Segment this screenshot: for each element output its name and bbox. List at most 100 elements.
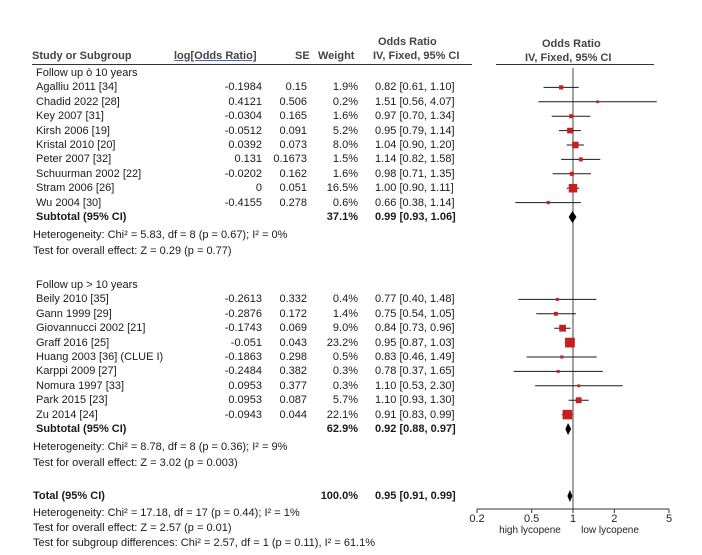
- study-weight: 5.2%: [332, 124, 358, 137]
- subtotal-weight: 62.9%: [326, 423, 358, 435]
- study-log-or: 0: [255, 182, 262, 195]
- se-column-header: SE: [295, 50, 310, 62]
- study-name: Beily 2010 [35]: [36, 293, 109, 306]
- study-log-or: -0.2484: [224, 365, 262, 378]
- study-se: 0.043: [279, 336, 307, 349]
- study-name: Karppi 2009 [27]: [36, 365, 117, 378]
- favours-right-label: low lycopene: [581, 525, 639, 536]
- study-name: Key 2007 [31]: [36, 110, 104, 123]
- study-name: Gann 1999 [29]: [36, 307, 112, 320]
- study-log-or: 0.0392: [228, 139, 262, 151]
- study-point: [565, 337, 575, 348]
- study-name: Kirsh 2006 [19]: [36, 124, 110, 137]
- study-point: [578, 157, 583, 162]
- study-name: Peter 2007 [32]: [36, 153, 112, 166]
- heterogeneity-stat: Heterogeneity: Chi² = 5.83, df = 8 (p = …: [33, 229, 288, 242]
- x-tick-label: 5: [666, 513, 672, 525]
- study-weight: 1.4%: [332, 307, 358, 320]
- study-se: 0.1673: [273, 153, 307, 166]
- study-log-or: -0.0304: [224, 110, 262, 123]
- study-log-or: -0.051: [230, 336, 262, 349]
- study-weight: 9.0%: [332, 322, 358, 335]
- study-weight: 0.6%: [332, 196, 358, 209]
- study-point: [556, 369, 560, 373]
- subtotal-diamond: [565, 423, 572, 435]
- study-name: Kristal 2010 [20]: [36, 139, 116, 151]
- study-se: 0.332: [279, 293, 307, 306]
- study-ci: 1.00 [0.90, 1.11]: [375, 182, 454, 195]
- study-point: [559, 324, 567, 332]
- study-weight: 8.0%: [332, 139, 358, 151]
- study-name: Agalliu 2011 [34]: [36, 81, 118, 94]
- weight-column-header: Weight: [318, 50, 355, 62]
- study-column-header: Study or Subgroup: [32, 50, 132, 62]
- favours-left-label: high lycopene: [499, 525, 561, 536]
- study-se: 0.165: [279, 110, 307, 123]
- or-column-title: Odds Ratio: [378, 36, 437, 48]
- subtotal-diamond: [568, 211, 577, 223]
- study-ci: 0.83 [0.46, 1.49]: [375, 351, 455, 363]
- study-ci: 0.95 [0.79, 1.14]: [375, 124, 455, 137]
- x-tick-label: 1: [570, 513, 576, 525]
- study-point: [569, 114, 574, 119]
- study-se: 0.382: [279, 365, 307, 378]
- heterogeneity-stat: Heterogeneity: Chi² = 8.78, df = 8 (p = …: [33, 441, 288, 454]
- study-se: 0.051: [279, 182, 307, 195]
- plot-header-rule: [496, 64, 654, 65]
- study-ci: 0.77 [0.40, 1.48]: [375, 293, 455, 306]
- study-log-or: -0.2613: [224, 293, 262, 306]
- study-name: Schuurman 2002 [22]: [36, 167, 142, 180]
- plot-title: Odds Ratio: [542, 38, 601, 50]
- study-log-or: -0.0202: [224, 167, 262, 180]
- study-weight: 0.3%: [332, 379, 358, 392]
- study-name: Chadid 2022 [28]: [36, 95, 120, 108]
- overall-effect-stat: Test for overall effect: Z = 3.02 (p = 0…: [33, 456, 238, 469]
- study-weight: 0.2%: [332, 95, 358, 108]
- study-name: Park 2015 [23]: [36, 394, 108, 407]
- study-point: [553, 311, 558, 316]
- study-log-or: -0.0512: [224, 124, 262, 137]
- study-name: Graff 2016 [25]: [36, 336, 110, 349]
- study-weight: 0.5%: [332, 351, 358, 363]
- total-heterogeneity-stat: Heterogeneity: Chi² = 17.18, df = 17 (p …: [33, 507, 300, 519]
- subtotal-ci: 0.92 [0.88, 0.97]: [375, 423, 456, 435]
- study-se: 0.506: [279, 95, 307, 108]
- study-ci: 0.78 [0.37, 1.65]: [375, 365, 455, 378]
- study-ci: 0.82 [0.61, 1.10]: [375, 81, 455, 94]
- x-tick-label: 0.5: [524, 513, 539, 525]
- study-ci: 0.98 [0.71, 1.35]: [375, 167, 455, 180]
- total-label: Total (95% CI): [33, 490, 105, 502]
- study-log-or: -0.4155: [224, 196, 262, 209]
- subtotal-weight: 37.1%: [326, 211, 358, 223]
- study-name: Zu 2014 [24]: [36, 408, 98, 421]
- study-se: 0.044: [279, 408, 307, 421]
- study-log-or: 0.0953: [228, 394, 262, 407]
- overall-effect-stat: Test for overall effect: Z = 0.29 (p = 0…: [33, 244, 232, 257]
- total-overall-effect-stat: Test for overall effect: Z = 2.57 (p = 0…: [33, 522, 232, 534]
- study-log-or: -0.2876: [224, 307, 262, 320]
- study-ci: 0.84 [0.73, 0.96]: [375, 322, 455, 335]
- total-diamond: [567, 490, 573, 502]
- study-weight: 5.7%: [332, 394, 358, 407]
- study-point: [559, 85, 564, 90]
- study-weight: 16.5%: [326, 182, 358, 195]
- log-or-column-header: log[Odds Ratio]: [174, 50, 257, 62]
- study-weight: 1.6%: [332, 167, 358, 180]
- plot-subtitle: IV, Fixed, 95% CI: [525, 52, 612, 64]
- study-log-or: 0.131: [234, 153, 262, 166]
- study-weight: 1.6%: [332, 110, 358, 123]
- study-se: 0.091: [279, 124, 307, 137]
- header-rule: [32, 64, 472, 65]
- study-point: [555, 297, 559, 301]
- study-ci: 0.95 [0.87, 1.03]: [375, 336, 455, 349]
- subgroup-differences-stat: Test for subgroup differences: Chi² = 2.…: [33, 537, 376, 549]
- x-tick-label: 0.2: [469, 513, 484, 525]
- subtotal-label: Subtotal (95% CI): [36, 423, 127, 435]
- study-ci: 1.10 [0.53, 2.30]: [375, 379, 455, 392]
- study-ci: 0.66 [0.38, 1.14]: [375, 196, 455, 209]
- study-se: 0.087: [279, 394, 307, 407]
- x-tick-label: 2: [611, 513, 617, 525]
- study-log-or: -0.0943: [224, 408, 262, 421]
- study-point: [575, 397, 582, 404]
